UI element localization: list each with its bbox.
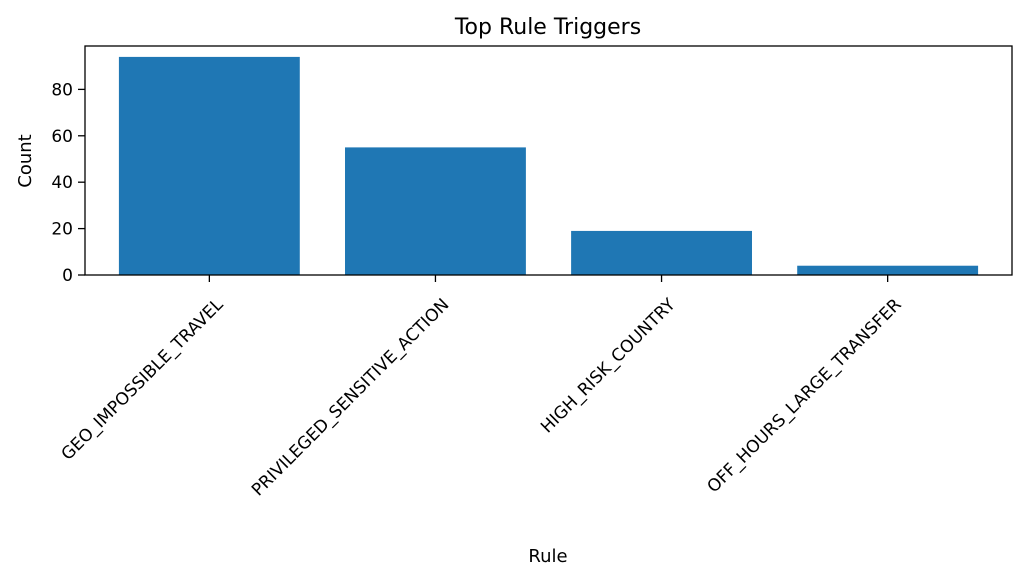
bar	[571, 230, 752, 275]
y-tick-label: 20	[51, 220, 73, 240]
y-tick-label: 40	[51, 173, 73, 193]
bar	[797, 265, 979, 275]
chart-title: Top Rule Triggers	[454, 15, 641, 40]
y-tick-label: 80	[51, 80, 73, 100]
y-axis: 0 20 40 60 80	[51, 80, 85, 286]
x-axis-label: Rule	[528, 546, 567, 567]
plot-frame	[84, 45, 1013, 276]
y-tick-label: 60	[51, 127, 73, 147]
bar	[345, 147, 526, 275]
bar	[118, 56, 300, 276]
y-axis-label: Count	[15, 134, 36, 187]
y-tick-label: 0	[62, 266, 73, 286]
bars-group	[118, 56, 979, 276]
